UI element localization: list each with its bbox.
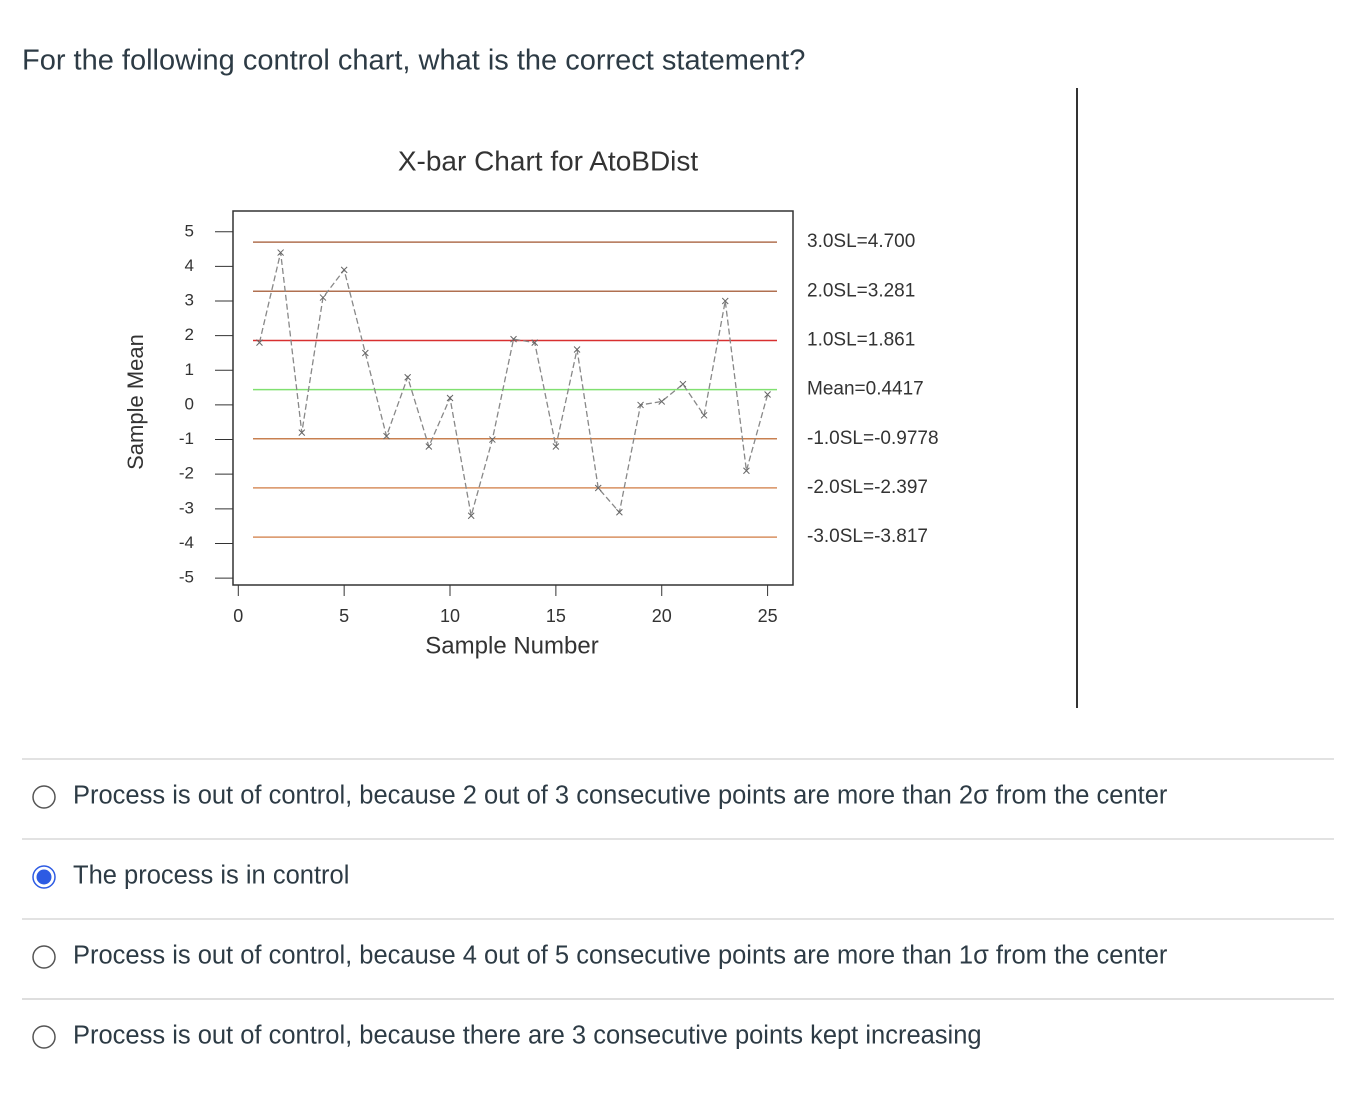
control-label: Mean=0.4417	[807, 379, 924, 400]
data-point	[425, 443, 433, 450]
data-point	[467, 512, 475, 520]
data-point	[256, 339, 263, 346]
y-tick-label: -4	[179, 533, 194, 552]
data-point	[743, 467, 750, 475]
radio-dot[interactable]	[36, 869, 52, 885]
y-tick-label: 4	[185, 256, 194, 275]
option-text[interactable]: Process is out of control, because 4 out…	[73, 942, 1168, 970]
y-tick-label: 2	[185, 325, 194, 344]
radio[interactable]	[32, 945, 56, 969]
data-point	[298, 429, 306, 436]
data-point	[679, 380, 687, 388]
option-text[interactable]: The process is in control	[73, 862, 349, 890]
data-point	[404, 373, 412, 381]
radio[interactable]	[32, 1025, 56, 1049]
y-axis-label: Sample Mean	[123, 334, 148, 470]
radio[interactable]	[32, 785, 56, 809]
control-label: 2.0SL=3.281	[807, 280, 915, 301]
x-tick-label: 15	[546, 606, 566, 626]
option-text[interactable]: Process is out of control, because there…	[73, 1022, 982, 1050]
x-tick-label: 0	[233, 606, 243, 626]
control-label: -2.0SL=-2.397	[807, 477, 928, 498]
data-point	[594, 484, 602, 492]
x-axis-label: Sample Number	[425, 632, 598, 659]
x-tick-label: 10	[440, 606, 460, 626]
control-label: 3.0SL=4.700	[807, 231, 915, 252]
control-label: -1.0SL=-0.9778	[807, 428, 939, 449]
y-tick-label: -5	[179, 568, 194, 587]
data-point	[489, 436, 496, 443]
data-point	[510, 335, 517, 343]
y-tick-label: -3	[179, 498, 194, 517]
data-point	[383, 432, 390, 440]
y-tick-label: -1	[179, 429, 194, 448]
chart-title: X-bar Chart for AtoBDist	[398, 145, 699, 176]
y-tick-label: 0	[185, 394, 194, 413]
y-tick-label: -2	[179, 464, 194, 483]
data-point	[573, 346, 581, 353]
data-point	[277, 249, 284, 256]
data-point	[340, 266, 348, 274]
plot-frame	[232, 210, 794, 586]
data-point	[658, 398, 666, 405]
y-tick-label: 3	[185, 291, 194, 310]
data-point	[361, 349, 369, 357]
x-tick-label: 25	[758, 606, 778, 626]
y-tick-label: 5	[185, 221, 194, 240]
data-point	[552, 443, 560, 450]
x-tick-label: 5	[339, 606, 349, 626]
data-point	[531, 339, 539, 346]
y-tick-label: 1	[185, 360, 194, 379]
control-label: 1.0SL=1.861	[807, 329, 915, 350]
data-point	[616, 508, 623, 516]
data-point	[721, 297, 729, 305]
data-point	[446, 394, 454, 402]
data-point	[319, 294, 327, 301]
control-label: -3.0SL=-3.817	[807, 526, 928, 547]
x-tick-label: 20	[652, 606, 672, 626]
data-point	[764, 391, 771, 398]
data-point	[700, 411, 708, 419]
question: For the following control chart, what is…	[22, 45, 805, 77]
data-point	[637, 401, 644, 409]
option-text[interactable]: Process is out of control, because 2 out…	[73, 782, 1168, 810]
